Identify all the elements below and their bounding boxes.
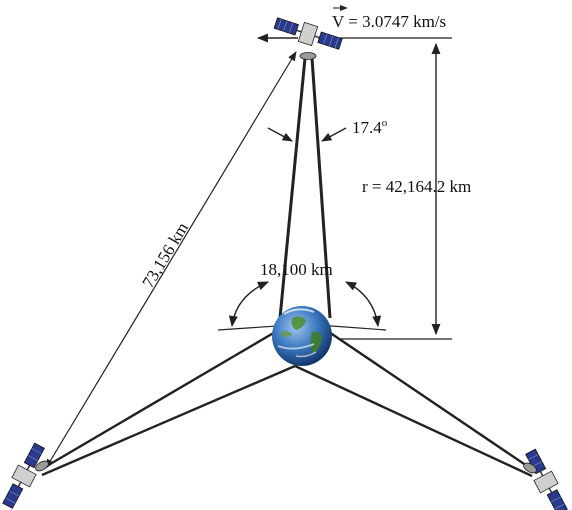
coverage-label: 18,100 km [260, 260, 333, 279]
svg-text:V = 3.0747 km/s: V = 3.0747 km/s [332, 12, 446, 31]
link-left-upper [39, 326, 283, 472]
angle-unit: o [382, 117, 388, 129]
velocity-value: = 3.0747 km/s [344, 12, 446, 31]
chord-label: 73,156 km [138, 219, 192, 291]
beam-line-right [310, 57, 332, 319]
velocity-symbol: V [332, 12, 345, 31]
satellite-icon-top [273, 17, 343, 60]
velocity-label: V = 3.0747 km/s [332, 4, 446, 31]
angle-arrow-left [267, 127, 293, 142]
satellite-icon-bottom-left [2, 442, 49, 509]
angle-value: 17.4 [352, 118, 382, 137]
chord-arrow [45, 51, 297, 469]
angle-arrow-right [321, 127, 347, 142]
radius-label: r = 42,164.2 km [362, 177, 471, 196]
link-left-lower [41, 364, 296, 477]
earth-globe [272, 306, 332, 366]
coverage-arc-right [344, 281, 382, 328]
angle-label: 17.4o [352, 117, 388, 137]
link-right-lower [294, 364, 533, 478]
link-right-upper [325, 329, 537, 473]
coverage-arc-left [228, 281, 270, 328]
satellite-icon-bottom-right [523, 448, 568, 510]
beam-line-left [278, 57, 307, 319]
